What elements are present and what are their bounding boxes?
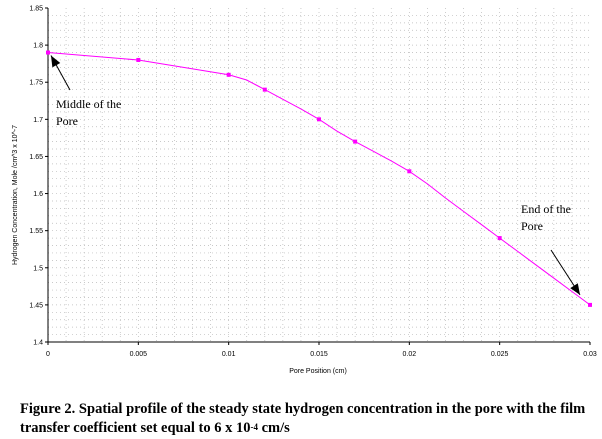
tick-labels: 0 0.005 0.01 0.015 0.02 0.025 0.03 1.4 1.45 1.5 1.…: [29, 6, 597, 359]
x-tick-label: 0.015: [310, 351, 328, 358]
data-point: [317, 117, 321, 122]
chart: 0 0.005 0.01 0.015 0.02 0.025 0.03 1.4 1.45 1.5 1.…: [12, 6, 597, 376]
arrow-end-of-pore-head: [570, 283, 580, 295]
caption-text: Figure 2. Spatial profile of the steady …: [20, 401, 586, 436]
data-point: [46, 50, 50, 55]
y-tick-label: 1.85: [29, 6, 43, 13]
grid: [48, 8, 590, 342]
y-tick-label: 1.75: [29, 80, 43, 87]
caption-unit: cm/s: [257, 420, 290, 436]
arrow-end-of-pore: [550, 249, 581, 296]
annotation-middle-of-pore-line: Pore: [56, 114, 78, 128]
x-tick-label: 0.01: [222, 351, 236, 358]
y-tick-label: 1.55: [29, 228, 43, 235]
data-point: [262, 87, 267, 92]
data-point: [226, 72, 231, 77]
data-point: [353, 139, 358, 144]
axes: [45, 7, 591, 345]
y-tick-label: 1.5: [33, 265, 43, 272]
y-tick-label: 1.8: [33, 43, 43, 50]
caption-exponent: -4: [250, 422, 258, 432]
y-tick-label: 1.4: [33, 340, 43, 347]
y-tick-label: 1.65: [29, 154, 43, 161]
arrow-middle-of-pore-head: [51, 55, 61, 68]
annotations: Middle of the Pore End of the Pore: [50, 55, 581, 296]
annotation-end-of-pore-line: End of the: [521, 202, 571, 216]
x-tick-label: 0: [46, 351, 50, 358]
annotation-end-of-pore-line: Pore: [521, 219, 543, 233]
data-point: [497, 236, 502, 241]
y-tick-label: 1.7: [33, 117, 43, 124]
data-point: [136, 57, 141, 62]
data-point: [407, 169, 412, 174]
annotation-middle-of-pore-line: Middle of the: [56, 97, 121, 111]
y-tick-label: 1.6: [33, 191, 43, 198]
figure-caption: Figure 2. Spatial profile of the steady …: [20, 400, 595, 438]
y-tick-label: 1.45: [29, 302, 43, 309]
x-tick-label: 0.03: [583, 351, 597, 358]
data-point: [588, 302, 592, 307]
series-hydrogen-concentration: [46, 50, 592, 307]
y-axis-title: Hydrogen Concentration, Mole /cm^3 x 10^…: [12, 125, 19, 265]
arrow-middle-of-pore: [50, 55, 71, 91]
x-tick-label: 0.005: [130, 351, 148, 358]
series-line: [47, 52, 591, 306]
x-axis-title: Pore Position (cm): [289, 368, 347, 375]
x-tick-label: 0.025: [491, 351, 509, 358]
x-tick-label: 0.02: [403, 351, 417, 358]
